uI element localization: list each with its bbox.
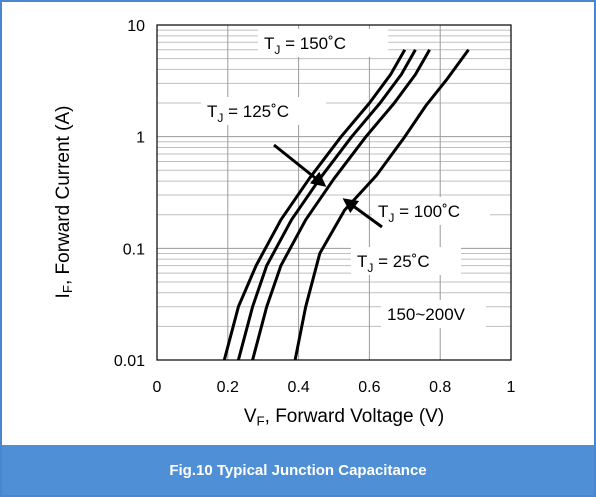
annotation-subscript: J: [367, 261, 373, 275]
annotation-symbol: T: [357, 252, 367, 271]
x-axis-label-symbol: V: [243, 406, 257, 427]
annotation-value: = 25˚C: [373, 252, 429, 271]
x-axis-label-subscript: F: [256, 413, 265, 429]
figure-caption: Fig.10 Typical Junction Capacitance: [2, 445, 594, 495]
y-tick-label: 10: [127, 18, 145, 35]
leader-line-100: [342, 198, 383, 229]
y-tick-label: 1: [136, 130, 145, 147]
y-axis-label: IF, Forward Current (A): [53, 106, 75, 299]
plot-border: [156, 24, 512, 361]
annotation-label: TJ = 100˚C: [378, 202, 460, 225]
y-axis-label-symbol: I: [52, 293, 74, 299]
annotation-symbol: T: [378, 202, 388, 221]
x-tick-label: 0.2: [217, 379, 239, 396]
x-axis-label: VF, Forward Voltage (V): [157, 406, 531, 428]
y-tick-label: 0.01: [114, 353, 145, 370]
series-line: [222, 49, 407, 361]
annotation-label: 150~200V: [387, 305, 466, 324]
annotation-label: TJ = 150˚C: [264, 34, 346, 57]
annotation-label: TJ = 25˚C: [357, 252, 430, 275]
x-tick-label: 0.4: [287, 379, 309, 396]
annotation-value: = 150˚C: [280, 34, 346, 53]
y-tick-label: 0.1: [123, 241, 145, 258]
y-axis-label-text: , Forward Current (A): [52, 105, 74, 286]
annotation-subscript: J: [217, 111, 223, 125]
annotation-subscript: J: [388, 211, 394, 225]
annotation-symbol: T: [264, 34, 274, 53]
annotation-value: = 100˚C: [394, 202, 460, 221]
annotation-bg: [372, 197, 490, 225]
x-axis-label-text: , Forward Voltage (V): [264, 406, 445, 427]
x-tick-label: 1: [507, 379, 516, 396]
annotation-bg: [258, 29, 388, 57]
series-line: [293, 48, 470, 361]
annotation-label: TJ = 125˚C: [207, 102, 289, 125]
x-tick-label: 0: [153, 379, 162, 396]
annotation-bg: [351, 247, 461, 275]
annotation-symbol: T: [207, 102, 217, 121]
annotation-value: = 125˚C: [223, 102, 289, 121]
annotation-subscript: J: [274, 43, 280, 57]
x-tick-label: 0.8: [429, 379, 451, 396]
annotation-bg: [381, 300, 486, 328]
leader-line-125: [273, 143, 327, 187]
series-line: [251, 49, 431, 361]
annotation-bg: [201, 97, 326, 125]
x-tick-label: 0.6: [358, 379, 380, 396]
y-axis-label-subscript: F: [60, 285, 76, 294]
